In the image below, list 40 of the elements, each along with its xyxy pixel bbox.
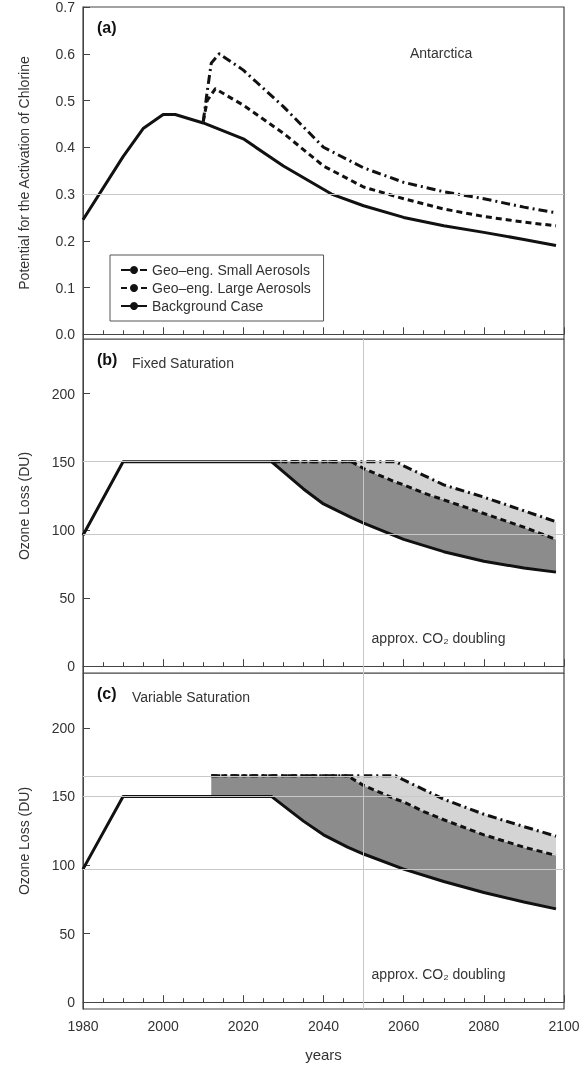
y-tick-label: 50 (59, 925, 76, 942)
y-tick-label: 200 (51, 385, 76, 402)
x-tick-label: 2100 (548, 1018, 580, 1034)
annotation: (b) (97, 350, 118, 368)
y-tick-label: 50 (59, 590, 76, 607)
annotation: (a) (97, 18, 117, 36)
y-tick-label: 100 (51, 857, 76, 873)
y-tick-label: 0.5 (55, 92, 76, 109)
ref-line-label: approx. CO₂ doubling (371, 966, 506, 982)
legend-label: Geo–eng. Small Aerosols (152, 262, 310, 278)
y-tick-label: 0.3 (55, 186, 76, 203)
y-tick-label: 150 (51, 453, 76, 470)
y-tick-label: 0.2 (55, 232, 76, 249)
y-axis-title: Potential for the Activation of Chlorine (16, 56, 32, 290)
y-tick-label: 0.6 (55, 45, 76, 62)
text: Antarctica (410, 45, 473, 61)
ref-line-label: approx. CO₂ doubling (371, 630, 506, 646)
x-tick-label: 2080 (468, 1018, 500, 1034)
y-tick-label: 0.4 (55, 139, 76, 156)
text: Fixed Saturation (132, 355, 234, 371)
y-tick-label: 0.1 (55, 279, 76, 296)
y-tick-label: 0 (67, 994, 76, 1011)
y-axis-title: Ozone Loss (DU) (16, 451, 32, 561)
y-tick-label: 150 (51, 788, 76, 805)
y-tick-label: 0 (67, 658, 76, 675)
y-tick-label: 100 (51, 521, 76, 538)
legend-label: Background Case (152, 298, 264, 314)
legend-label: Geo–eng. Large Aerosols (152, 280, 311, 296)
y-tick-label: 0.7 (55, 0, 76, 15)
x-tick-label: 2020 (227, 1018, 260, 1034)
text: Variable Saturation (132, 689, 251, 705)
x-tick-label: 2060 (388, 1018, 420, 1034)
x-tick-label: 2000 (147, 1018, 179, 1034)
annotation: (c) (97, 684, 117, 702)
y-tick-label: 0.0 (55, 326, 76, 343)
x-axis-title: years (305, 1046, 342, 1063)
y-tick-label: 200 (51, 719, 76, 736)
y-axis-title: Ozone Loss (DU) (16, 786, 32, 896)
x-tick-label: 2040 (307, 1018, 340, 1034)
x-tick-label: 1980 (67, 1018, 99, 1034)
